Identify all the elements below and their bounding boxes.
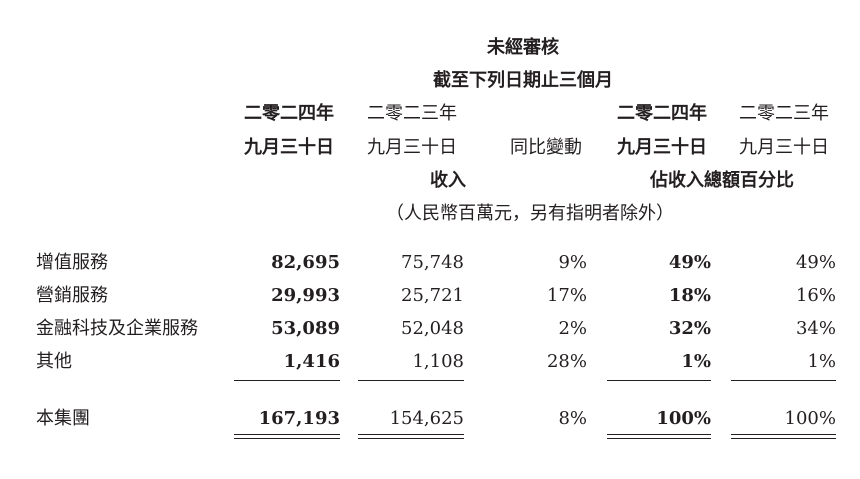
pct-2024-cell: 18% (668, 285, 711, 306)
rev-2023-cell: 1,108 (412, 351, 464, 372)
total-yoy: 8% (558, 408, 587, 429)
total-pct-2023: 100% (784, 408, 836, 429)
row-label: 其他 (36, 351, 72, 372)
row-label: 營銷服務 (36, 285, 108, 306)
pct-heading: 佔收入總額百分比 (650, 170, 794, 191)
rev-2024-cell: 53,089 (271, 318, 340, 339)
pct-2023-cell: 16% (795, 285, 836, 306)
revenue-heading: 收入 (430, 170, 466, 191)
rev-2024-cell: 1,416 (283, 351, 340, 372)
pct-2024-cell: 32% (668, 318, 711, 339)
total-double-rule (731, 434, 836, 439)
pct-2023-cell: 1% (807, 351, 836, 372)
subtotal-rule (607, 380, 711, 381)
pct-2024-cell: 49% (668, 252, 711, 273)
col5-date: 九月三十日 (739, 137, 829, 158)
col3-label: 同比變動 (510, 137, 582, 158)
total-pct-2024: 100% (656, 408, 711, 429)
subtotal-rule (731, 380, 836, 381)
unit-note: （人民幣百萬元，另有指明者除外） (386, 203, 674, 224)
pct-2023-cell: 34% (795, 318, 836, 339)
col2-year: 二零二三年 (367, 103, 457, 124)
total-label: 本集團 (36, 408, 90, 429)
col5-year: 二零二三年 (739, 103, 829, 124)
row-label: 金融科技及企業服務 (36, 318, 198, 339)
total-double-rule (234, 434, 340, 439)
yoy-cell: 17% (546, 285, 587, 306)
col1-date: 九月三十日 (244, 137, 334, 158)
col2-date: 九月三十日 (367, 137, 457, 158)
pct-2024-cell: 1% (681, 351, 711, 372)
rev-2023-cell: 25,721 (401, 285, 464, 306)
row-label: 增值服務 (36, 252, 108, 273)
yoy-cell: 9% (558, 252, 587, 273)
total-rev-2024: 167,193 (258, 408, 340, 429)
yoy-cell: 2% (558, 318, 587, 339)
audit-status-heading: 未經審核 (487, 37, 559, 58)
rev-2023-cell: 52,048 (401, 318, 464, 339)
col4-year: 二零二四年 (617, 103, 707, 124)
col1-year: 二零二四年 (244, 103, 334, 124)
rev-2023-cell: 75,748 (401, 252, 464, 273)
period-heading: 截至下列日期止三個月 (433, 70, 613, 91)
yoy-cell: 28% (546, 351, 587, 372)
subtotal-rule (358, 380, 464, 381)
pct-2023-cell: 49% (795, 252, 836, 273)
total-double-rule (358, 434, 464, 439)
total-rev-2023: 154,625 (389, 408, 464, 429)
rev-2024-cell: 29,993 (271, 285, 340, 306)
subtotal-rule (234, 380, 340, 381)
total-double-rule (607, 434, 711, 439)
rev-2024-cell: 82,695 (271, 252, 340, 273)
col4-date: 九月三十日 (617, 137, 707, 158)
